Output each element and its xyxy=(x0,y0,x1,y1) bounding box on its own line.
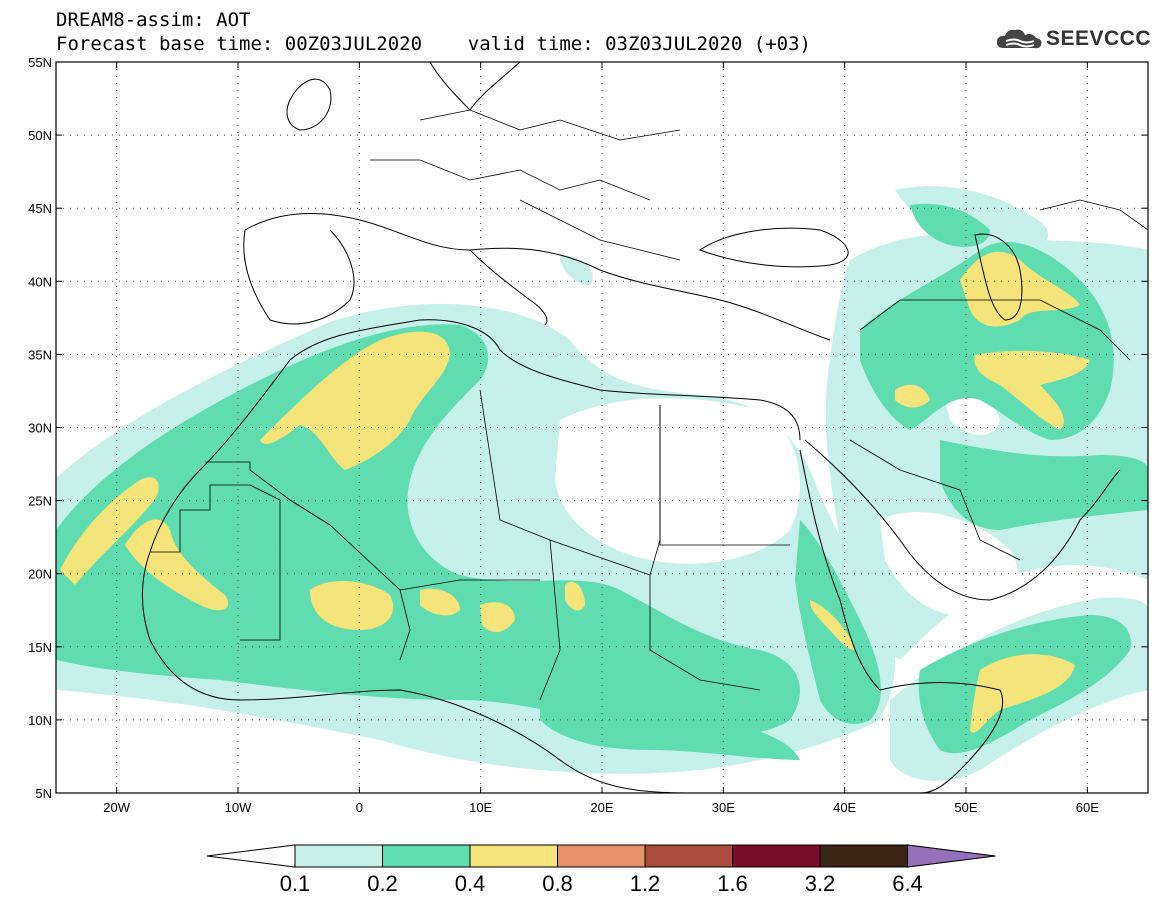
lat-label: 55N xyxy=(28,55,52,70)
aot-region-sudan-yellow xyxy=(565,581,585,611)
lon-label: 60E xyxy=(1076,800,1099,815)
coastline-blacksea xyxy=(698,227,849,268)
coastline-iberia xyxy=(243,229,355,325)
aot-region-mauritania-yellow xyxy=(125,519,229,611)
colorbar-box xyxy=(819,844,908,868)
longitude-labels: 20W 10W 0 10E 20E 30E 40E 50E 60E xyxy=(103,800,1099,815)
border-balkans xyxy=(519,199,681,261)
aot-hole-libya-egypt xyxy=(555,398,800,564)
colorbar-label: 0.2 xyxy=(367,871,398,896)
lat-label: 30N xyxy=(28,421,52,436)
aot-region-iraq-yellow xyxy=(895,384,930,408)
latitude-labels: 55N 50N 45N 40N 35N 30N 25N 20N 15N 10N 5N xyxy=(28,55,52,801)
colorbar-label: 0.4 xyxy=(455,871,486,896)
lon-label: 30E xyxy=(712,800,735,815)
aot-below-0.1-holes xyxy=(555,379,1018,616)
colorbar-arrow-high xyxy=(907,844,996,868)
logo: SEEVCCC xyxy=(994,26,1151,52)
aot-region-sahara-green xyxy=(56,324,800,737)
coastlines xyxy=(142,62,1121,793)
border-chad xyxy=(539,539,561,701)
border-mauritania xyxy=(150,484,281,641)
lat-label: 5N xyxy=(35,786,52,801)
lat-label: 50N xyxy=(28,128,52,143)
border-kazakhstan xyxy=(1039,199,1148,231)
lat-label: 20N xyxy=(28,567,52,582)
border-sudan xyxy=(649,575,761,691)
aot-region-somalia-yellow xyxy=(970,654,1075,733)
border-saudi xyxy=(849,439,1021,561)
colorbar-box xyxy=(294,844,383,868)
colorbar-box xyxy=(382,844,471,868)
colorbar-box xyxy=(469,844,558,868)
lon-label: 40E xyxy=(833,800,856,815)
coastline-britain xyxy=(286,78,332,131)
colorbar-box xyxy=(732,844,821,868)
aot-hole-saudi xyxy=(880,511,1018,616)
aot-region-gulf-green xyxy=(940,440,1148,530)
grid-lines xyxy=(56,62,1148,793)
aot-region-caspian-green xyxy=(910,203,990,247)
colorbar-boxes xyxy=(206,844,996,868)
cloud-icon xyxy=(996,29,1042,49)
lon-label: 20E xyxy=(590,800,613,815)
colorbar-box xyxy=(644,844,733,868)
coastline-arabia xyxy=(804,439,1121,601)
colorbar-box xyxy=(557,844,646,868)
forecast-times: Forecast base time: 00Z03JUL2020 valid t… xyxy=(56,33,811,55)
colorbar-label: 0.8 xyxy=(542,871,573,896)
lat-label: 10N xyxy=(28,713,52,728)
lat-label: 35N xyxy=(28,347,52,362)
lat-label: 25N xyxy=(28,494,52,509)
aot-region-ethiopia-green xyxy=(540,700,800,760)
aot-0.4-0.8-layer xyxy=(60,251,1090,733)
border-europe-2 xyxy=(419,109,681,141)
lon-label: 50E xyxy=(954,800,977,815)
axis-ticks xyxy=(56,61,1148,794)
lon-label: 10E xyxy=(469,800,492,815)
lat-label: 45N xyxy=(28,201,52,216)
colorbar-labels: 0.1 0.2 0.4 0.8 1.2 1.6 3.2 6.4 xyxy=(280,871,923,896)
lat-label: 40N xyxy=(28,274,52,289)
border-europe-1 xyxy=(370,159,651,201)
border-niger xyxy=(399,579,540,591)
aot-region-algeria-yellow xyxy=(260,331,450,470)
coastline-redsea-west xyxy=(799,449,881,691)
aot-region-mali-yellow xyxy=(310,580,394,630)
colorbar-label: 1.6 xyxy=(717,871,748,896)
aot-region-chad-yellow xyxy=(480,602,515,632)
colorbar-label: 1.2 xyxy=(630,871,661,896)
colorbar-label: 6.4 xyxy=(892,871,923,896)
aot-region-niger-yellow xyxy=(420,588,460,616)
aot-region-iran-yellow xyxy=(974,350,1090,430)
colorbar-label: 0.1 xyxy=(280,871,311,896)
lon-label: 10W xyxy=(225,800,252,815)
chart-title: DREAM8-assim: AOT xyxy=(56,9,251,31)
lat-label: 15N xyxy=(28,640,52,655)
logo-text: SEEVCCC xyxy=(1045,27,1151,50)
lon-label: 20W xyxy=(103,800,130,815)
border-iran xyxy=(859,299,1131,361)
lon-label: 0 xyxy=(356,800,363,815)
aot-region-westsahara-yellow xyxy=(60,477,159,585)
aot-region-eritrea-yellow xyxy=(810,600,855,650)
aot-region-kazakhstan-yellow xyxy=(960,251,1080,327)
colorbar-label: 3.2 xyxy=(805,871,836,896)
aot-region-italy-light xyxy=(560,255,593,285)
coastline-caspian xyxy=(974,233,1023,321)
coastline-hornofafrica xyxy=(879,682,1004,793)
border-egypt xyxy=(659,405,790,546)
colorbar-arrow-low xyxy=(206,844,296,868)
coastline-westafrica xyxy=(142,551,701,793)
coastline-northafrica xyxy=(149,319,801,553)
coastline-italy xyxy=(469,249,548,326)
country-borders xyxy=(150,109,1148,701)
coastline-europe xyxy=(244,212,831,341)
